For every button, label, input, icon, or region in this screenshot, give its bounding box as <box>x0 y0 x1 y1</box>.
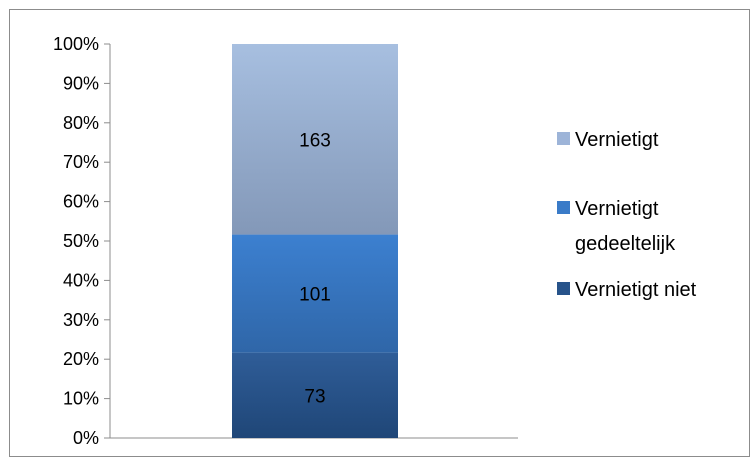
y-tick-label: 60% <box>63 192 99 212</box>
legend-swatch <box>557 201 570 214</box>
legend: Vernietigt Vernietigt gedeeltelijk Vernieti… <box>557 129 697 301</box>
bars <box>232 44 398 438</box>
data-label: 163 <box>299 130 331 151</box>
legend-swatch <box>557 282 570 295</box>
data-label: 101 <box>299 285 331 306</box>
legend-label: gedeeltelijk <box>575 233 676 255</box>
y-tick-label: 40% <box>63 270 99 290</box>
legend-label: Vernietigt <box>575 129 659 151</box>
y-tick-label: 80% <box>63 113 99 133</box>
y-tick-label: 0% <box>73 428 99 448</box>
axes: 0% 10% 20% 30% 40% 50% 60% 70% 80% 90% 100% <box>53 34 518 448</box>
data-label: 73 <box>304 386 325 407</box>
y-tick-label: 90% <box>63 73 99 93</box>
bar-segment <box>232 44 398 235</box>
legend-swatch <box>557 132 570 145</box>
chart-frame: 0% 10% 20% 30% 40% 50% 60% 70% 80% 90% 100% 73 101 1… <box>9 9 750 457</box>
y-tick-label: 50% <box>63 231 99 251</box>
data-labels: 73 101 163 <box>299 130 331 407</box>
y-tick-label: 30% <box>63 310 99 330</box>
y-tick-label: 100% <box>53 34 99 54</box>
legend-label: Vernietigt <box>575 198 659 220</box>
y-tick-label: 70% <box>63 152 99 172</box>
y-tick-label: 10% <box>63 389 99 409</box>
stacked-bar-chart: 0% 10% 20% 30% 40% 50% 60% 70% 80% 90% 100% 73 101 1… <box>53 34 697 448</box>
bar-segment <box>232 352 398 438</box>
bar-segment <box>232 234 398 353</box>
legend-label: Vernietigt niet <box>575 279 697 301</box>
y-tick-label: 20% <box>63 349 99 369</box>
